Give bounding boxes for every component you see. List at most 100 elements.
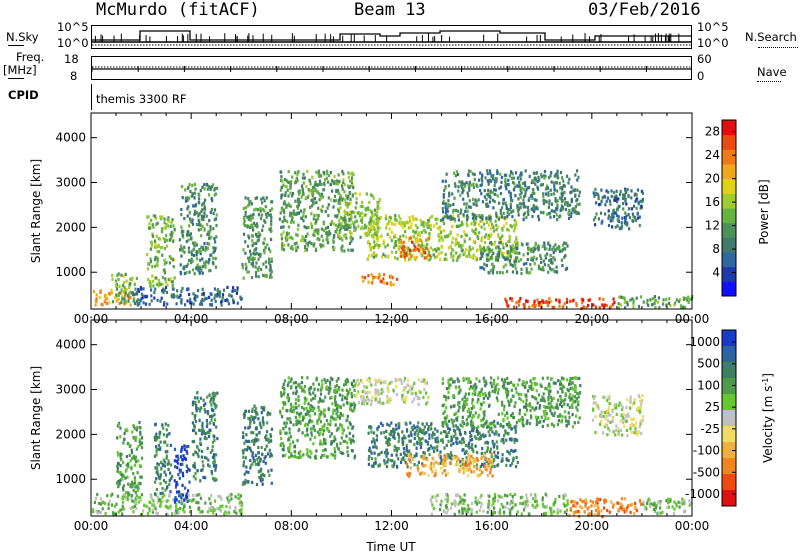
echo-cell: [269, 209, 272, 213]
echo-cell: [465, 222, 468, 226]
echo-cell: [346, 205, 349, 209]
echo-cell: [308, 179, 311, 183]
echo-cell: [167, 459, 170, 463]
echo-cell: [299, 411, 303, 415]
echo-cell: [188, 505, 191, 509]
echo-cell: [481, 200, 484, 204]
echo-cell: [282, 225, 285, 229]
echo-cell: [595, 201, 598, 205]
echo-cell: [469, 434, 472, 438]
echo-cell: [248, 260, 251, 264]
echo-cell: [286, 180, 289, 184]
echo-cell: [106, 297, 109, 301]
echo-cell: [198, 493, 201, 497]
echo-cell: [131, 494, 134, 498]
echo-cell: [300, 381, 303, 385]
echo-cell: [436, 226, 439, 230]
echo-cell: [477, 214, 480, 218]
echo-cell: [333, 181, 336, 185]
echo-cell: [203, 183, 206, 187]
echo-cell: [420, 379, 423, 383]
echo-cell: [489, 427, 492, 431]
echo-cell: [564, 202, 567, 206]
echo-cell: [268, 473, 271, 477]
echo-cell: [141, 296, 144, 300]
echo-cell: [525, 267, 528, 271]
echo-cell: [556, 205, 559, 209]
echo-cell: [380, 388, 383, 392]
echo-cell: [387, 457, 390, 461]
freq-unit: [MHz]: [3, 63, 37, 77]
echo-cell: [640, 189, 643, 193]
echo-cell: [377, 244, 380, 248]
echo-cell: [282, 444, 285, 448]
echo-cell: [465, 456, 468, 460]
echo-cell: [338, 236, 341, 241]
echo-cell: [189, 301, 192, 305]
echo-cell: [359, 235, 362, 239]
echo-cell: [279, 429, 282, 433]
echo-cell: [297, 203, 300, 207]
echo-cell: [107, 506, 110, 510]
echo-cell: [363, 384, 366, 389]
echo-cell: [263, 219, 266, 223]
echo-cell: [132, 423, 135, 428]
echo-cell: [268, 438, 271, 442]
echo-cell: [484, 240, 487, 245]
echo-cell: [306, 232, 309, 236]
echo-cell: [151, 508, 154, 512]
echo-cell: [330, 396, 333, 400]
echo-cell: [149, 282, 152, 286]
echo-cell: [491, 191, 494, 195]
echo-cell: [293, 212, 296, 216]
echo-cell: [423, 451, 427, 455]
echo-cell: [334, 230, 337, 234]
echo-cell: [376, 210, 379, 214]
echo-cell: [446, 213, 449, 218]
echo-cell: [326, 232, 329, 236]
echo-cell: [153, 504, 156, 508]
echo-cell: [100, 302, 103, 306]
echo-cell: [179, 263, 182, 267]
echo-cell: [617, 302, 620, 306]
echo-cell: [183, 271, 186, 276]
echo-cell: [506, 449, 509, 453]
echo-cell: [291, 192, 295, 196]
echo-cell: [374, 382, 377, 386]
echo-cell: [452, 258, 455, 262]
echo-cell: [488, 247, 491, 251]
echo-cell: [416, 425, 419, 429]
echo-cell: [245, 267, 248, 271]
echo-cell: [320, 386, 323, 390]
echo-cell: [203, 403, 206, 407]
echo-cell: [334, 199, 338, 203]
echo-cell: [565, 297, 569, 301]
echo-cell: [504, 185, 508, 189]
echo-cell: [321, 432, 325, 436]
echo-cell: [155, 449, 158, 453]
echo-cell: [373, 240, 376, 244]
echo-cell: [480, 423, 483, 427]
echo-cell: [245, 433, 248, 437]
echo-cell: [270, 468, 273, 472]
echo-cell: [342, 178, 345, 182]
echo-cell: [365, 385, 368, 389]
echo-cell: [249, 417, 252, 421]
echo-cell: [193, 425, 196, 429]
echo-cell: [187, 233, 190, 237]
echo-cell: [416, 464, 419, 468]
echo-cell: [137, 445, 140, 449]
echo-cell: [404, 399, 407, 403]
echo-cell: [123, 493, 126, 497]
echo-cell: [185, 464, 188, 468]
echo-cell: [178, 500, 181, 504]
echo-cell: [506, 240, 510, 244]
echo-cell: [415, 428, 418, 432]
echo-cell: [310, 226, 313, 230]
echo-cell: [564, 197, 567, 201]
echo-cell: [257, 451, 260, 455]
echo-cell: [190, 220, 193, 224]
echo-cell: [472, 240, 475, 244]
echo-cell: [167, 467, 170, 471]
echo-cell: [195, 409, 198, 413]
